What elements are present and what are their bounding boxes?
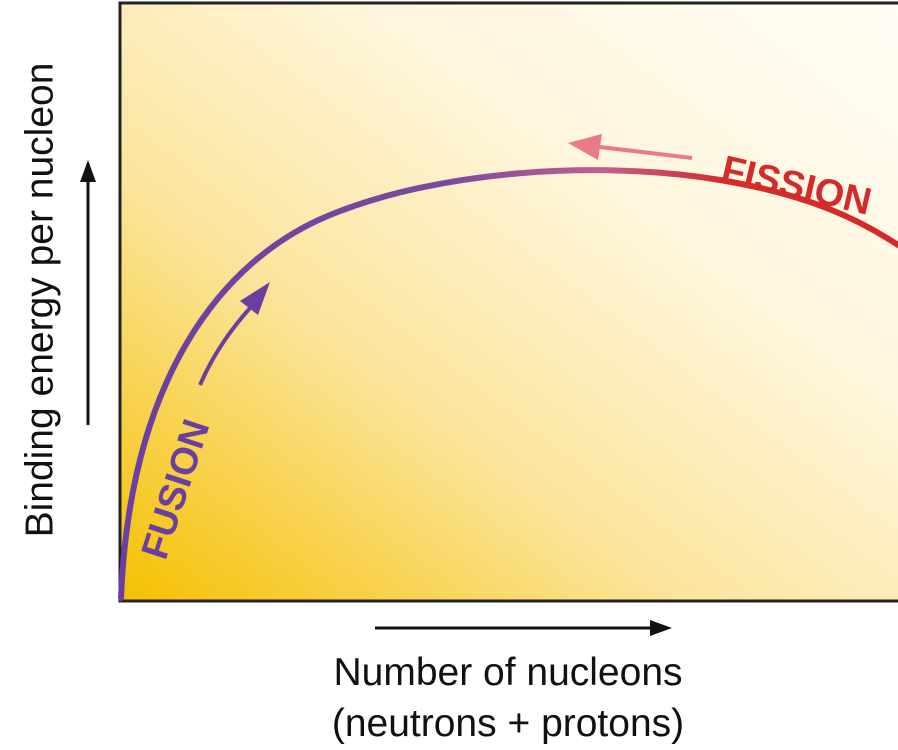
x-axis-arrow xyxy=(375,620,672,636)
fusion-arrow xyxy=(198,282,270,386)
x-axis-label-line1: Number of nucleons xyxy=(333,651,682,694)
x-axis-label-line2: (neutrons + protons) xyxy=(332,702,684,745)
binding-energy-curve xyxy=(118,167,898,601)
y-axis-label: Binding energy per nucleon xyxy=(18,63,61,538)
fission-arrow xyxy=(568,134,693,160)
plot-area xyxy=(118,1,898,603)
y-axis-arrow xyxy=(80,160,96,425)
